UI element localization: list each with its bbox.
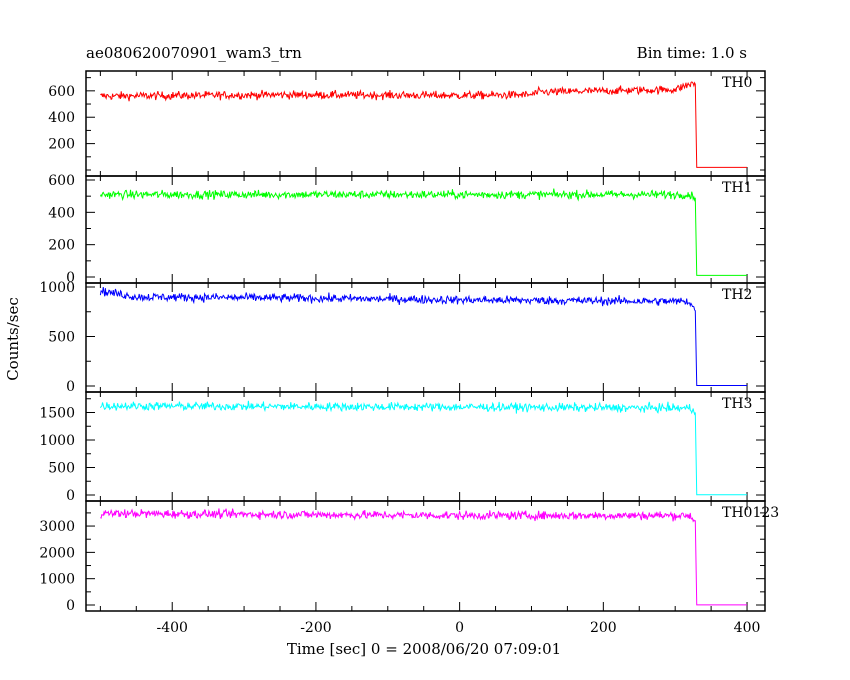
series-th2-line (99, 287, 748, 386)
panel-th0123: 0 1000 2000 3000 TH0123 (39, 500, 779, 614)
series-th1-line (99, 188, 748, 276)
x-tick-label: 200 (590, 620, 617, 636)
panel-frame (85, 391, 766, 502)
series-th0123-line (100, 508, 748, 606)
panel-label-th0123: TH0123 (722, 505, 779, 521)
y-tick-label: 1500 (39, 406, 75, 422)
y-tick-label: 400 (48, 110, 75, 126)
x-tick-label: -200 (300, 620, 331, 636)
panel-th1: 0 200 400 600 TH1 (48, 173, 766, 286)
y-tick-label: 1000 (39, 280, 75, 296)
y-tick-label: 200 (48, 137, 75, 153)
x-tick-label: 0 (455, 620, 464, 636)
y-tick-label: 600 (48, 173, 75, 189)
y-tick-label: 0 (66, 270, 75, 286)
y-tick-label: 600 (48, 84, 75, 100)
chart-title: ae080620070901_wam3_trn (86, 44, 302, 62)
series-th3-line (99, 400, 748, 496)
y-tick-label: 0 (66, 598, 75, 614)
panel-label-th0: TH0 (722, 75, 752, 91)
y-tick-label: 400 (48, 205, 75, 221)
y-tick-label: 2000 (39, 545, 75, 561)
y-tick-label: 3000 (39, 519, 75, 535)
y-tick-label: 0 (66, 488, 75, 504)
y-tick-label: 200 (48, 238, 75, 254)
x-tick-label: 400 (734, 620, 761, 636)
y-tick-label: 0 (66, 379, 75, 395)
y-tick-label: 500 (48, 461, 75, 477)
x-axis-label: Time [sec] 0 = 2008/06/20 07:09:01 (287, 640, 561, 658)
panel-frame (85, 500, 766, 612)
y-axis-label: Counts/sec (4, 297, 22, 381)
panel-frame (85, 70, 766, 177)
series-th0-line (100, 81, 748, 168)
x-tick-label: -400 (156, 620, 187, 636)
y-tick-label: 1000 (39, 433, 75, 449)
panel-th2: 0 500 1000 TH2 (39, 280, 766, 395)
panel-label-th1: TH1 (722, 180, 752, 196)
panels-group: 200 400 600 TH0 0 200 400 600 TH1 0 500 1000 TH2 0 500… (39, 70, 779, 636)
panel-th0: 200 400 600 TH0 (48, 70, 766, 177)
bin-time-label: Bin time: 1.0 s (637, 44, 747, 62)
panel-label-th3: TH3 (722, 396, 752, 412)
panel-th3: 0 500 1000 1500 TH3 (39, 391, 766, 504)
y-tick-label: 500 (48, 330, 75, 346)
panel-label-th2: TH2 (722, 287, 752, 303)
y-tick-label: 1000 (39, 572, 75, 588)
